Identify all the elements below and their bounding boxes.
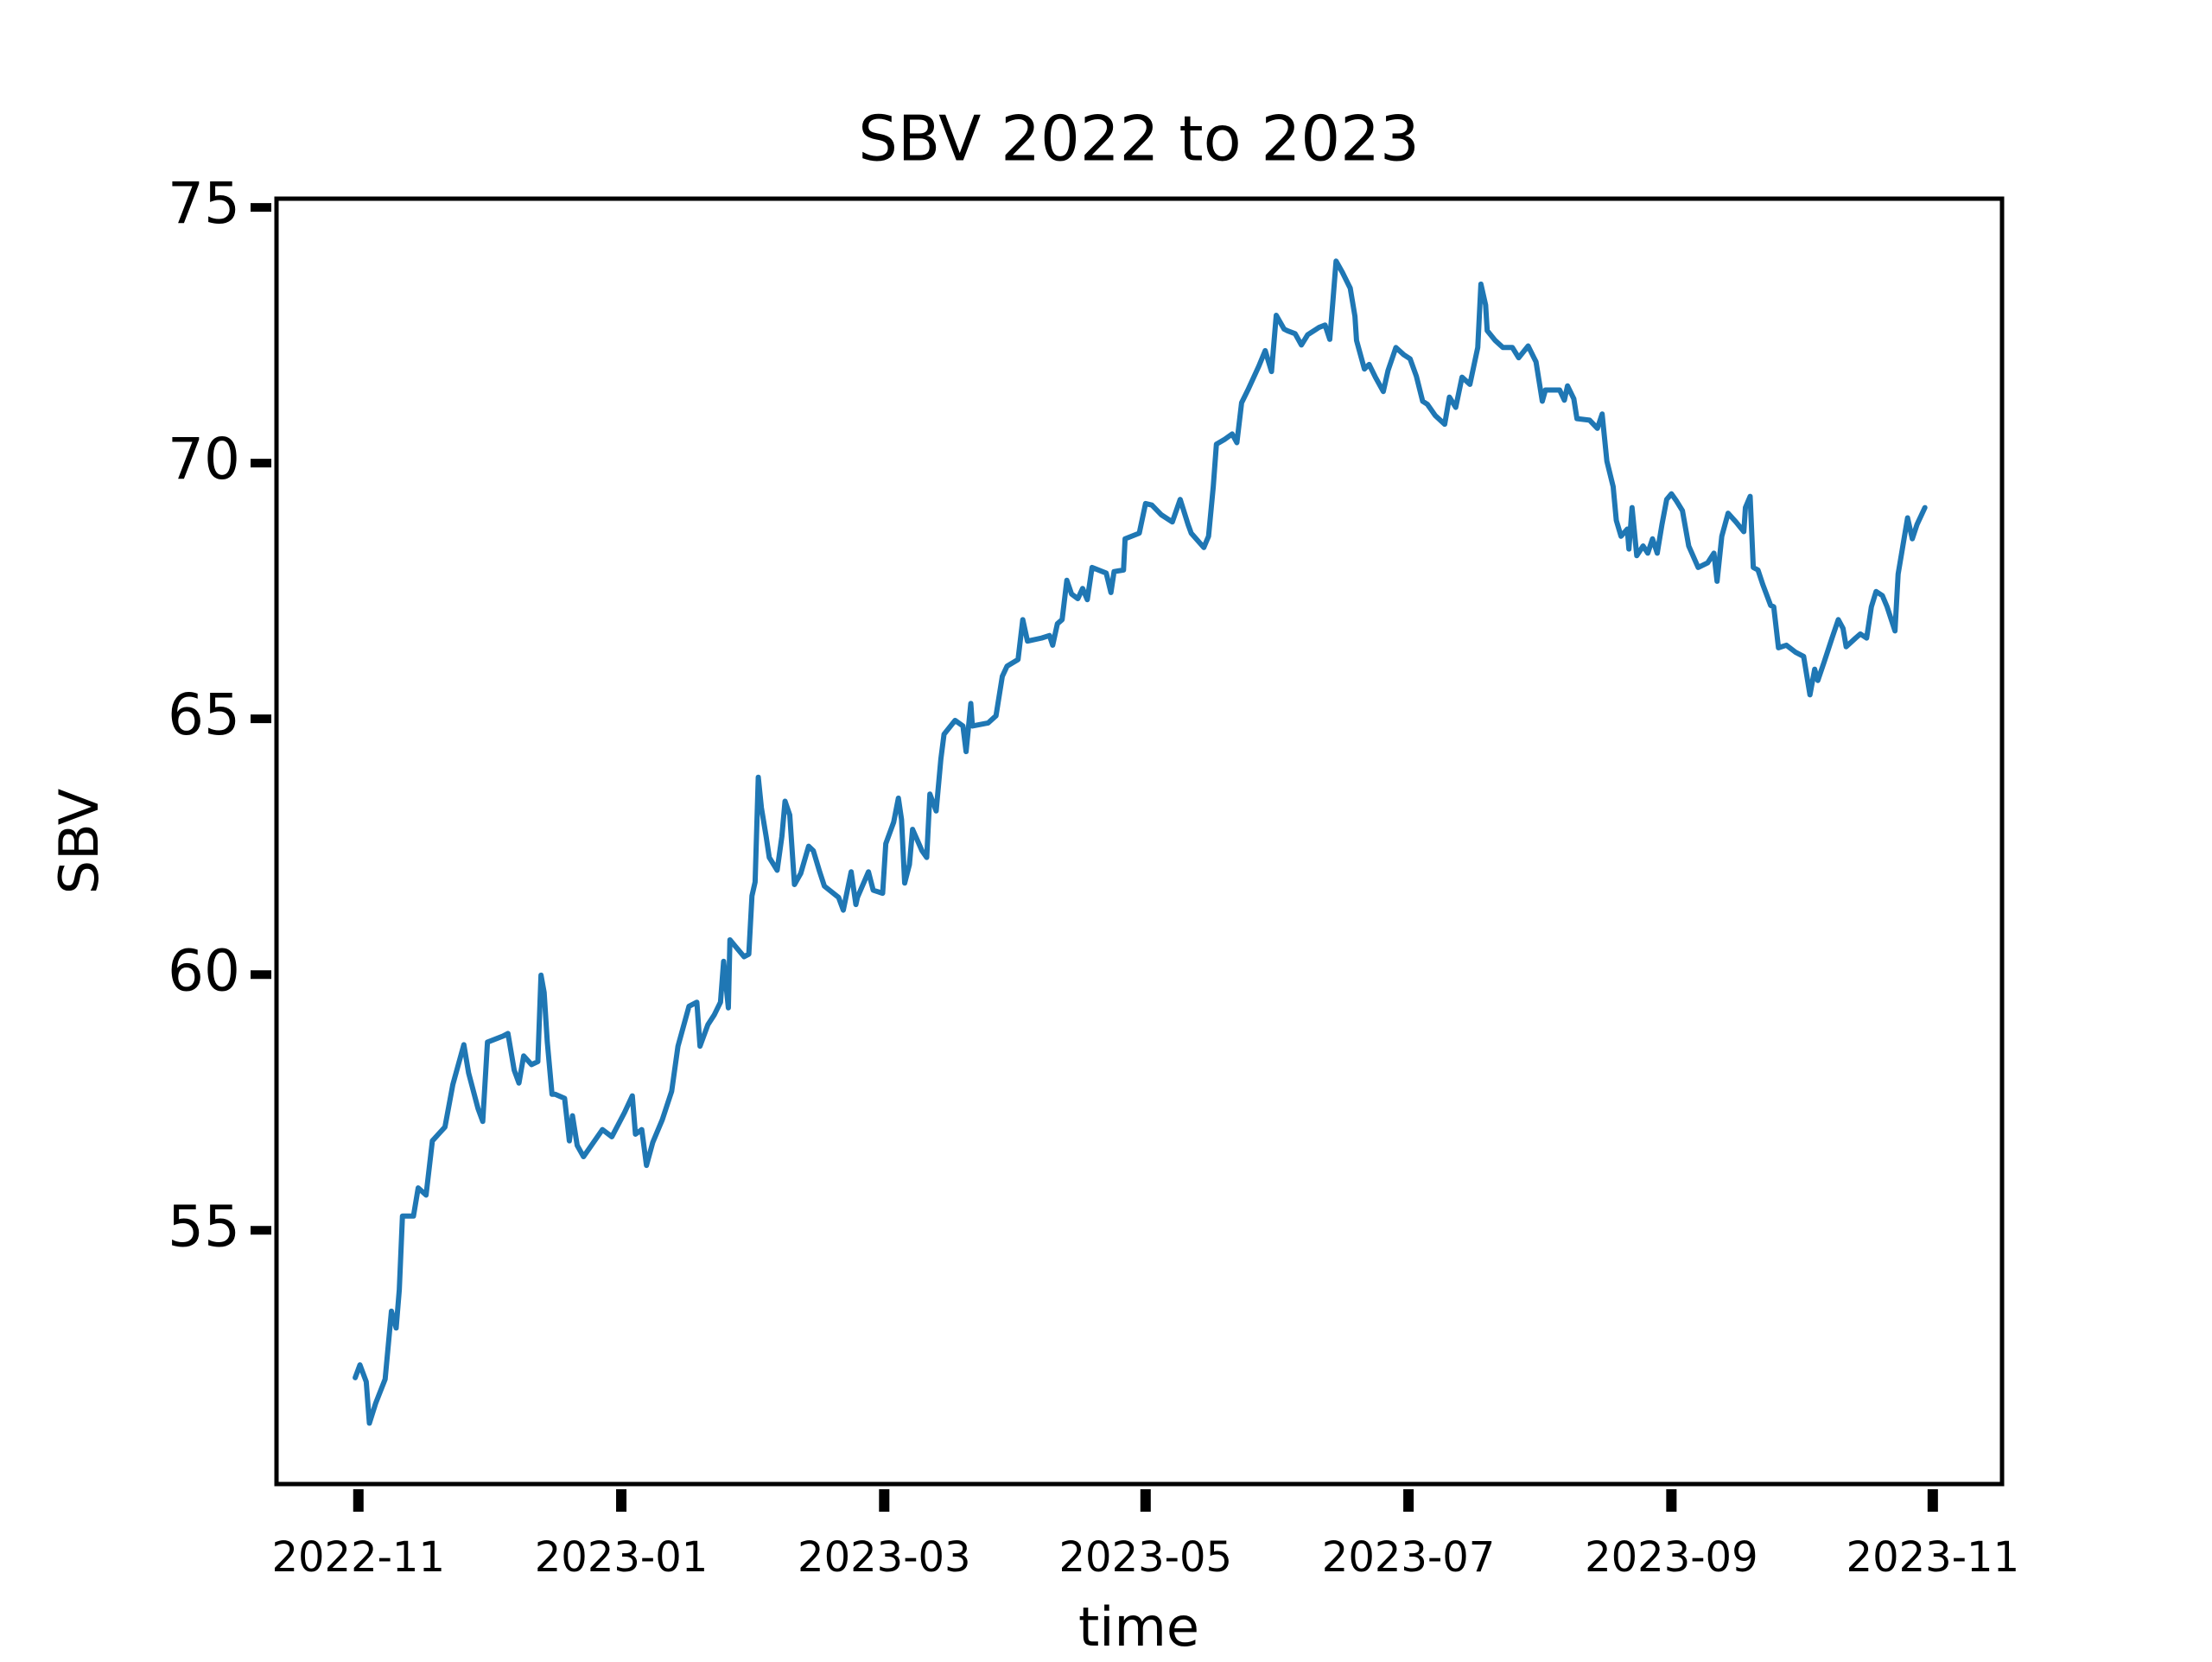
x-axis-label: time	[1078, 1595, 1199, 1659]
y-tick-label: 60	[168, 937, 240, 1004]
y-axis-label: SBV	[48, 789, 111, 894]
plot-frame	[274, 196, 2005, 1487]
y-tick-label: 65	[168, 682, 240, 748]
x-tick-label: 2023-11	[1847, 1533, 2020, 1582]
y-tick-label: 75	[168, 170, 240, 237]
x-tick-label: 2023-09	[1585, 1533, 1758, 1582]
x-tick-label: 2023-07	[1322, 1533, 1496, 1582]
data-line	[353, 258, 1928, 1426]
x-tick-label: 2023-01	[535, 1533, 709, 1582]
chart-title: SBV 2022 to 2023	[858, 103, 1420, 175]
x-tick-label: 2023-05	[1059, 1533, 1233, 1582]
y-tick-label: 70	[168, 426, 240, 492]
x-tick-label: 2022-11	[271, 1533, 445, 1582]
x-tick-label: 2023-03	[798, 1533, 971, 1582]
y-tick-label: 55	[168, 1193, 240, 1259]
